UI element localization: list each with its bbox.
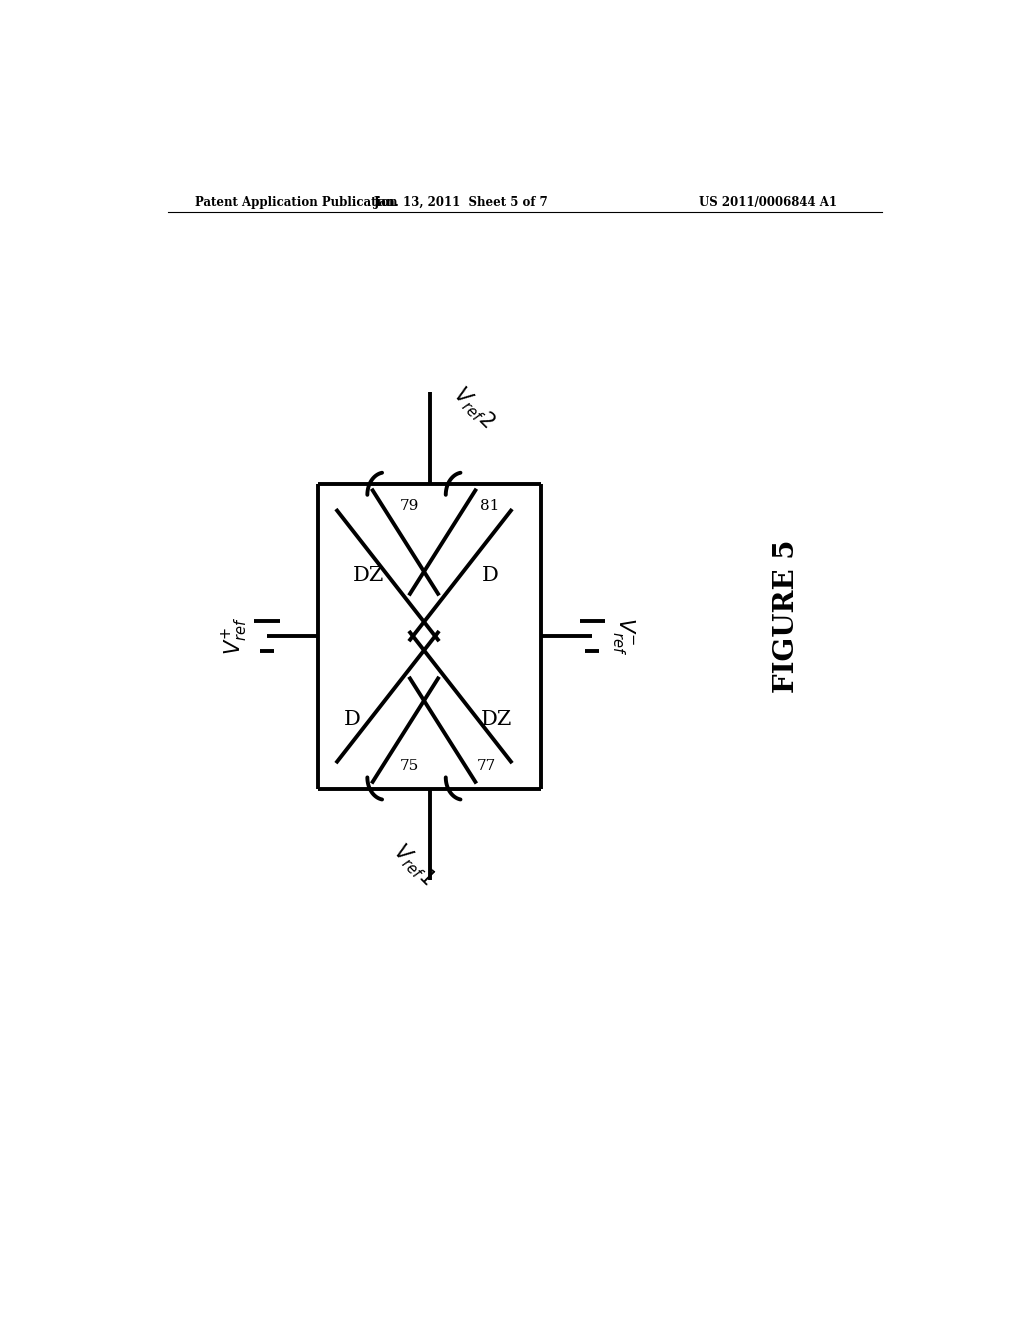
Text: Jan. 13, 2011  Sheet 5 of 7: Jan. 13, 2011 Sheet 5 of 7 [374,195,549,209]
Text: $V_{ref}2$: $V_{ref}2$ [447,381,499,433]
Text: D: D [482,566,499,585]
Text: $V_{ref}1$: $V_{ref}1$ [388,840,439,890]
Text: $V_{ref}^{+}$: $V_{ref}^{+}$ [220,616,250,655]
Text: 79: 79 [399,499,419,513]
Text: DZ: DZ [480,710,512,730]
Text: Patent Application Publication: Patent Application Publication [196,195,398,209]
Text: $V_{ref}^{-}$: $V_{ref}^{-}$ [611,616,637,655]
Text: FIGURE 5: FIGURE 5 [773,539,800,693]
Text: US 2011/0006844 A1: US 2011/0006844 A1 [699,195,838,209]
Text: 75: 75 [399,759,419,774]
Text: DZ: DZ [353,566,384,585]
Text: 81: 81 [480,499,500,513]
Text: 77: 77 [476,759,496,774]
Text: D: D [343,710,360,730]
